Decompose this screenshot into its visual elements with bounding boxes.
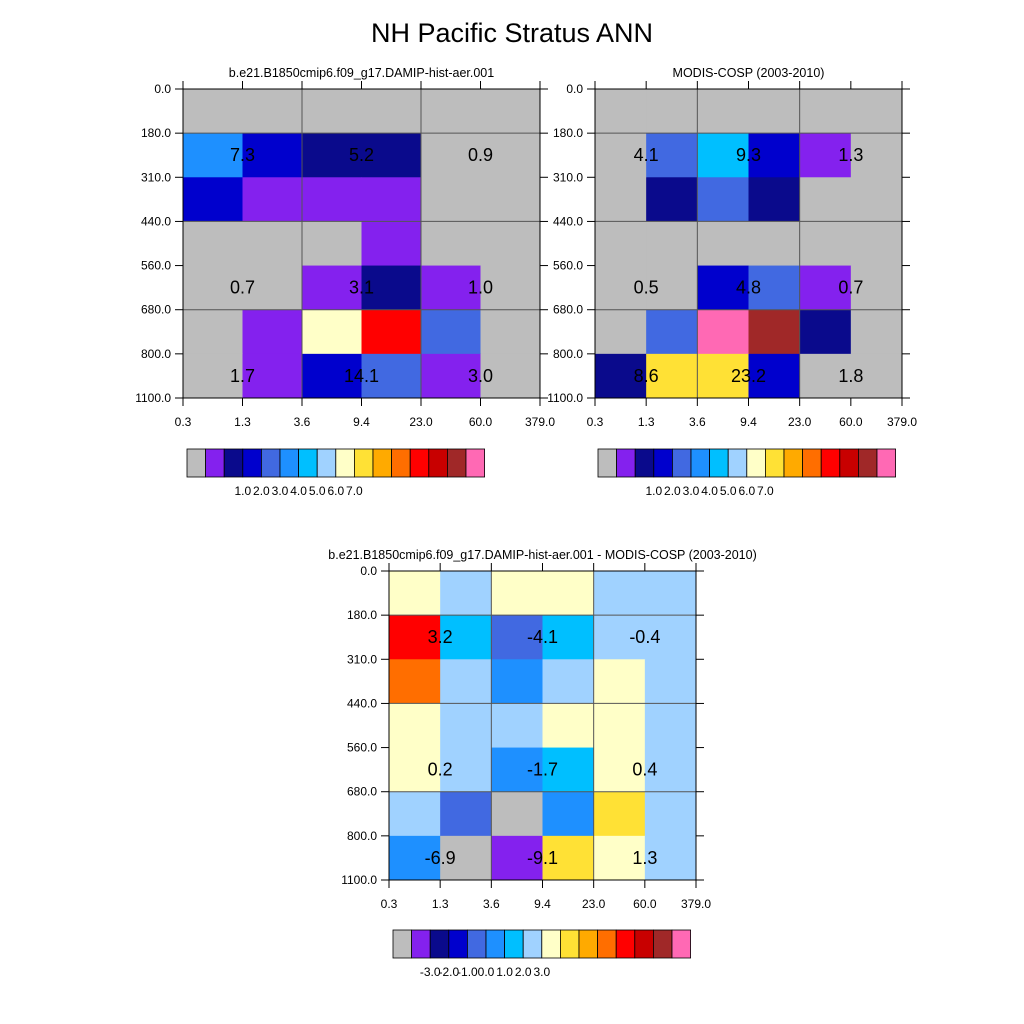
colorbar-box	[391, 448, 411, 478]
x-tick-label: 3.6	[294, 415, 311, 429]
heatmap-cell	[480, 177, 541, 222]
y-tick-label: 0.0	[154, 82, 171, 96]
heatmap-cell	[421, 265, 481, 311]
block-value-label: 1.0	[468, 278, 493, 298]
x-tick-label: 379.0	[525, 415, 555, 429]
y-tick-label: 440.0	[141, 214, 171, 228]
block-value-label: 3.1	[349, 278, 374, 298]
y-tick-label: 560.0	[141, 259, 171, 273]
heatmap-cell	[242, 177, 303, 222]
block-value-label: 5.2	[349, 145, 374, 165]
block-value-label: 1.7	[230, 366, 255, 386]
colorbar-box	[353, 448, 374, 478]
heatmap-cell	[242, 89, 303, 134]
y-tick-label: 180.0	[141, 126, 171, 140]
heatmap-cell	[361, 353, 422, 399]
colorbar-label: 6.0	[327, 484, 344, 498]
figure-title: NH Pacific Stratus ANN	[370, 18, 654, 48]
heatmap-cell	[302, 133, 362, 178]
heatmap-cell	[361, 133, 422, 178]
colorbar-box	[186, 448, 207, 478]
heatmap-cell	[421, 221, 481, 267]
heatmap-cell	[421, 177, 481, 222]
heatmap-cell	[302, 177, 362, 222]
panel-title: b.e21.B1850cmip6.f09_g17.DAMIP-hist-aer.…	[229, 66, 494, 80]
colorbar-box	[335, 448, 355, 478]
heatmap-cell	[421, 133, 481, 178]
heatmap-cell	[480, 89, 541, 134]
colorbar-box	[279, 448, 300, 478]
colorbar-box	[465, 448, 486, 478]
colorbar-label: 7.0	[346, 484, 363, 498]
colorbar-box	[428, 448, 448, 478]
heatmap-cell	[480, 221, 541, 267]
colorbar-box	[446, 448, 467, 478]
block-value-label: 14.1	[344, 366, 379, 386]
heatmap-cell	[480, 309, 541, 355]
heatmap-cell	[421, 353, 481, 399]
heatmap-cell	[183, 353, 243, 399]
heatmap-cell	[302, 309, 362, 355]
heatmap-cell	[361, 89, 422, 134]
colorbar-box	[260, 448, 281, 478]
colorbar-label: 4.0	[290, 484, 307, 498]
heatmap-cell	[302, 89, 362, 134]
y-tick-label: 1100.0	[135, 391, 171, 405]
heatmap-cell	[242, 133, 303, 178]
colorbar-box	[223, 448, 244, 478]
y-tick-label: 800.0	[141, 347, 171, 361]
heatmap-cell	[183, 221, 243, 267]
heatmap-cell	[480, 265, 541, 311]
heatmap-cell	[242, 309, 303, 355]
heatmap-cell	[242, 221, 303, 267]
colorbar-box	[316, 448, 337, 478]
block-value-label: 0.7	[230, 278, 255, 298]
heatmap-cell	[480, 353, 541, 399]
x-tick-label: 1.3	[234, 415, 251, 429]
heatmap-cell	[361, 309, 422, 355]
heatmap-cell	[302, 265, 362, 311]
colorbar-label: 1.0	[234, 484, 251, 498]
heatmap-cell	[302, 221, 362, 267]
colorbar-label: 3.0	[272, 484, 289, 498]
heatmap-cell	[183, 89, 243, 134]
y-tick-label: 310.0	[141, 170, 171, 184]
y-tick-label: 680.0	[141, 303, 171, 317]
heatmap-cell	[183, 265, 243, 311]
heatmap-cell	[421, 89, 481, 134]
heatmap-cell	[421, 309, 481, 355]
heatmap-cell	[302, 353, 362, 399]
heatmap-cell	[361, 177, 422, 222]
colorbar-box	[409, 448, 430, 478]
heatmap-cell	[242, 353, 303, 399]
colorbar-label: 2.0	[253, 484, 270, 498]
heatmap-cell	[183, 133, 243, 178]
heatmap-cell	[361, 221, 422, 267]
heatmap-cell	[361, 265, 422, 311]
heatmap-cell	[480, 133, 541, 178]
x-tick-label: 0.3	[175, 415, 192, 429]
colorbar-box	[242, 448, 262, 478]
colorbar-box	[298, 448, 318, 478]
block-value-label: 3.0	[468, 366, 493, 386]
heatmap-cell	[183, 309, 243, 355]
colorbar-box	[372, 448, 393, 478]
heatmap-cell	[183, 177, 243, 222]
x-tick-label: 60.0	[469, 415, 493, 429]
colorbar-label: 5.0	[309, 484, 326, 498]
block-value-label: 0.9	[468, 145, 493, 165]
x-tick-label: 23.0	[409, 415, 433, 429]
heatmap-cell	[242, 265, 303, 311]
colorbar-box	[205, 448, 225, 478]
x-tick-label: 9.4	[353, 415, 370, 429]
block-value-label: 7.3	[230, 145, 255, 165]
